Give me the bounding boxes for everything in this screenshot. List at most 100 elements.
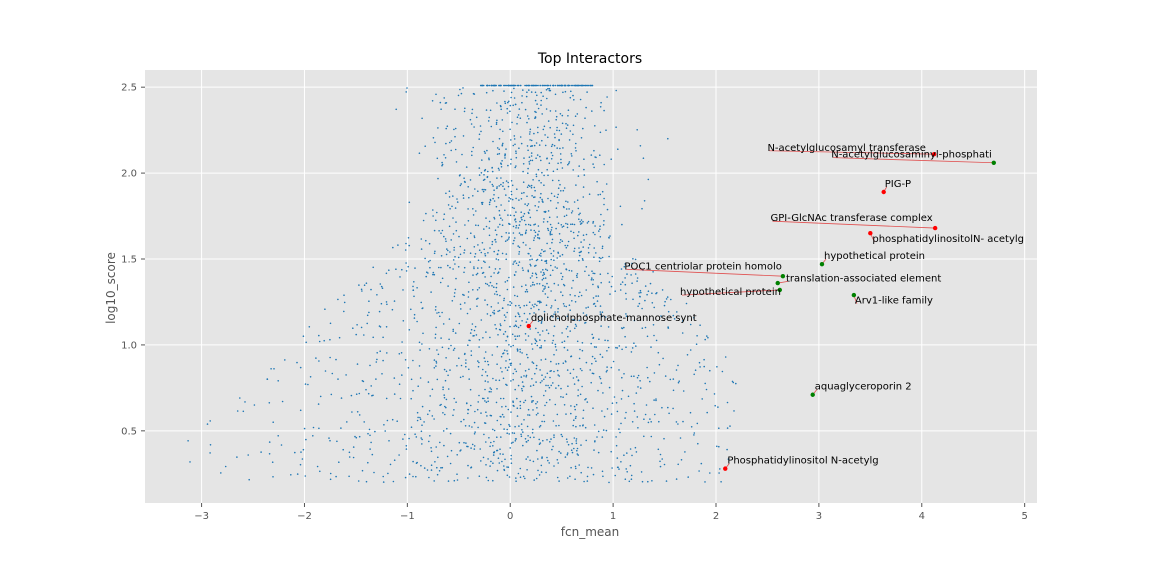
data-point — [368, 300, 370, 303]
data-point — [677, 463, 679, 466]
data-point — [535, 111, 537, 114]
data-point — [486, 360, 489, 363]
data-point — [360, 326, 363, 329]
data-point — [395, 108, 398, 111]
data-point — [573, 84, 575, 87]
data-point — [575, 325, 578, 327]
data-point — [724, 356, 727, 358]
data-point — [448, 190, 451, 192]
data-point — [561, 275, 564, 278]
data-point — [558, 138, 560, 141]
data-point — [469, 332, 472, 334]
data-point — [557, 84, 559, 87]
data-point — [556, 129, 558, 132]
data-point — [603, 203, 605, 206]
annotation-line — [772, 220, 936, 229]
data-point — [475, 224, 477, 226]
data-point — [530, 152, 533, 154]
data-point — [527, 223, 530, 226]
data-point — [544, 144, 547, 147]
data-point — [526, 318, 529, 320]
data-point — [509, 300, 511, 303]
data-point — [644, 285, 647, 287]
data-point — [531, 145, 533, 147]
data-point — [534, 235, 537, 237]
data-point — [500, 162, 502, 164]
data-point — [329, 338, 331, 341]
data-point — [454, 332, 457, 334]
data-point — [512, 286, 515, 288]
data-point — [500, 177, 502, 179]
data-point — [656, 292, 658, 294]
data-point — [490, 84, 493, 87]
data-point — [537, 84, 539, 87]
data-point — [572, 124, 575, 127]
data-point — [549, 126, 551, 129]
data-point — [338, 336, 341, 339]
data-point — [535, 276, 538, 279]
data-point — [433, 480, 436, 482]
data-point — [560, 158, 562, 161]
data-point — [525, 288, 528, 291]
data-point — [485, 464, 487, 466]
data-point — [598, 338, 600, 341]
data-point — [521, 381, 524, 383]
data-point — [550, 307, 552, 309]
data-point — [594, 156, 596, 158]
data-point — [515, 477, 517, 479]
data-point — [567, 443, 570, 446]
data-point — [516, 188, 518, 190]
data-point — [539, 381, 542, 384]
data-point — [515, 227, 517, 229]
data-point — [502, 453, 504, 456]
data-point — [432, 215, 434, 217]
data-point — [538, 443, 541, 446]
data-point — [506, 350, 508, 352]
data-point — [677, 364, 679, 367]
data-point — [471, 108, 474, 111]
data-point — [556, 369, 559, 372]
data-point — [570, 153, 573, 155]
data-point — [709, 472, 711, 474]
data-point — [532, 460, 535, 463]
data-point — [525, 284, 527, 286]
data-point — [518, 261, 521, 263]
data-point — [432, 271, 435, 274]
data-point — [523, 191, 525, 194]
data-point — [537, 458, 539, 460]
data-point — [504, 102, 507, 105]
data-point — [380, 302, 383, 305]
data-point — [592, 407, 594, 410]
data-point — [519, 324, 522, 327]
data-point — [549, 376, 551, 379]
data-point — [526, 353, 528, 356]
data-point — [695, 343, 698, 346]
data-point — [549, 231, 552, 233]
data-point — [463, 353, 466, 356]
data-point — [529, 328, 531, 330]
data-point — [512, 225, 515, 228]
data-point — [632, 258, 634, 260]
data-point — [561, 341, 563, 344]
plot-area — [145, 70, 1037, 503]
data-point — [358, 392, 361, 395]
data-point — [537, 233, 539, 236]
data-point — [689, 411, 692, 414]
data-point — [528, 414, 531, 416]
data-point — [527, 149, 529, 152]
data-point — [528, 301, 531, 304]
data-point — [519, 476, 522, 479]
data-point — [562, 147, 564, 149]
data-point — [500, 324, 502, 327]
data-point — [531, 432, 534, 434]
data-point — [489, 199, 492, 202]
data-point — [542, 284, 544, 287]
highlight-point — [526, 323, 531, 329]
data-point — [582, 424, 584, 426]
data-point — [521, 352, 523, 354]
data-point — [473, 421, 476, 424]
data-point — [522, 215, 525, 217]
data-point — [644, 326, 647, 329]
data-point — [510, 345, 512, 348]
data-point — [453, 128, 455, 131]
